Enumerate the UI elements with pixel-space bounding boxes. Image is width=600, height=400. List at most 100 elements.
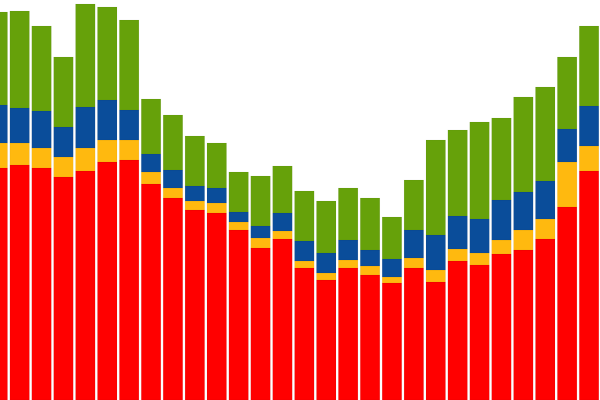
bar-segment-4-14: [272, 165, 293, 214]
bar-segment-1-3: [31, 167, 52, 400]
bar-segment-1-10: [184, 209, 205, 400]
bar-segment-1-22: [447, 260, 468, 400]
bar-segment-1-15: [294, 267, 315, 400]
bar-segment-1-27: [557, 206, 578, 400]
bar-segment-2-9: [162, 187, 183, 199]
bar-segment-1-20: [403, 267, 424, 400]
bar-segment-2-24: [491, 239, 512, 255]
bar-segment-4-22: [447, 129, 468, 217]
bar-segment-1-1: [0, 167, 8, 400]
bar-segment-4-24: [491, 117, 512, 201]
bar-segment-4-13: [250, 175, 271, 227]
bar-segment-4-4: [53, 56, 74, 128]
bar-segment-3-1: [0, 104, 8, 144]
bar-segment-2-16: [316, 272, 337, 281]
bar-segment-4-25: [513, 96, 534, 193]
bar-segment-3-25: [513, 191, 534, 231]
bar-segment-3-5: [75, 106, 96, 149]
bar-segment-1-23: [469, 264, 490, 400]
bar-segment-2-27: [557, 161, 578, 208]
bar-segment-4-15: [294, 190, 315, 242]
bar-segment-1-17: [338, 267, 359, 400]
bar-segment-3-19: [381, 258, 402, 278]
bar-segment-1-21: [425, 281, 446, 400]
bar-segment-2-26: [535, 218, 556, 240]
bar-segment-2-12: [228, 221, 249, 231]
bar-segment-4-23: [469, 121, 490, 220]
bar-segment-3-15: [294, 240, 315, 262]
bar-segment-4-2: [9, 10, 30, 109]
bar-segment-4-6: [97, 6, 118, 101]
bars-group: [0, 3, 600, 400]
bar-segment-3-27: [557, 128, 578, 163]
bar-segment-1-11: [206, 212, 227, 400]
bar-segment-1-8: [141, 183, 162, 400]
bar-segment-3-14: [272, 212, 293, 232]
bar-segment-4-12: [228, 171, 249, 213]
bar-segment-3-18: [360, 249, 381, 267]
bar-segment-3-23: [469, 218, 490, 254]
bar-segment-1-9: [162, 197, 183, 400]
bar-segment-3-20: [403, 229, 424, 259]
bar-segment-3-11: [206, 187, 227, 204]
bar-segment-2-20: [403, 257, 424, 269]
bar-segment-3-21: [425, 234, 446, 271]
bar-segment-2-8: [141, 171, 162, 185]
bar-segment-2-17: [338, 259, 359, 269]
bar-segment-1-2: [9, 164, 30, 400]
bar-segment-3-6: [97, 99, 118, 141]
bar-segment-3-2: [9, 107, 30, 144]
bar-segment-4-20: [403, 179, 424, 231]
bar-segment-1-5: [75, 170, 96, 400]
bar-segment-2-14: [272, 230, 293, 240]
bar-segment-2-18: [360, 265, 381, 276]
bar-segment-4-3: [31, 25, 52, 112]
bar-segment-4-11: [206, 142, 227, 189]
bar-segment-2-5: [75, 147, 96, 172]
bar-segment-3-26: [535, 180, 556, 220]
bar-segment-4-19: [381, 216, 402, 260]
bar-segment-1-28: [579, 170, 600, 400]
bar-segment-3-12: [228, 211, 249, 223]
bar-segment-3-17: [338, 239, 359, 261]
bar-segment-3-16: [316, 252, 337, 274]
bar-segment-2-25: [513, 229, 534, 251]
bar-segment-2-4: [53, 156, 74, 178]
bar-segment-4-28: [579, 25, 600, 107]
bar-segment-2-11: [206, 202, 227, 214]
bar-segment-3-10: [184, 185, 205, 202]
bar-segment-1-7: [119, 159, 140, 400]
bar-segment-1-12: [228, 229, 249, 400]
bar-segment-3-4: [53, 126, 74, 158]
bar-segment-3-24: [491, 199, 512, 241]
bar-segment-2-19: [381, 276, 402, 284]
bar-segment-2-1: [0, 142, 8, 169]
bar-segment-4-27: [557, 56, 578, 130]
bar-segment-4-10: [184, 135, 205, 187]
bar-segment-1-4: [53, 176, 74, 400]
bar-segment-3-9: [162, 169, 183, 189]
bar-segment-4-16: [316, 200, 337, 254]
bar-segment-2-13: [250, 237, 271, 249]
bar-segment-1-14: [272, 238, 293, 400]
bar-segment-1-24: [491, 253, 512, 400]
bar-segment-4-1: [0, 11, 8, 106]
bar-segment-4-8: [141, 98, 162, 155]
bar-segment-3-22: [447, 215, 468, 250]
bar-segment-1-19: [381, 282, 402, 400]
bar-segment-1-18: [360, 274, 381, 400]
bar-segment-3-8: [141, 153, 162, 173]
bar-segment-3-3: [31, 110, 52, 149]
bar-segment-2-2: [9, 142, 30, 166]
bar-segment-2-22: [447, 248, 468, 262]
bar-segment-3-28: [579, 105, 600, 147]
bar-segment-1-25: [513, 249, 534, 400]
bar-segment-2-21: [425, 269, 446, 283]
bar-segment-2-7: [119, 139, 140, 161]
bar-segment-4-18: [360, 197, 381, 251]
bar-segment-4-7: [119, 19, 140, 111]
bar-segment-1-16: [316, 279, 337, 400]
bar-segment-2-15: [294, 260, 315, 269]
bar-segment-3-13: [250, 225, 271, 239]
bar-segment-4-17: [338, 187, 359, 241]
